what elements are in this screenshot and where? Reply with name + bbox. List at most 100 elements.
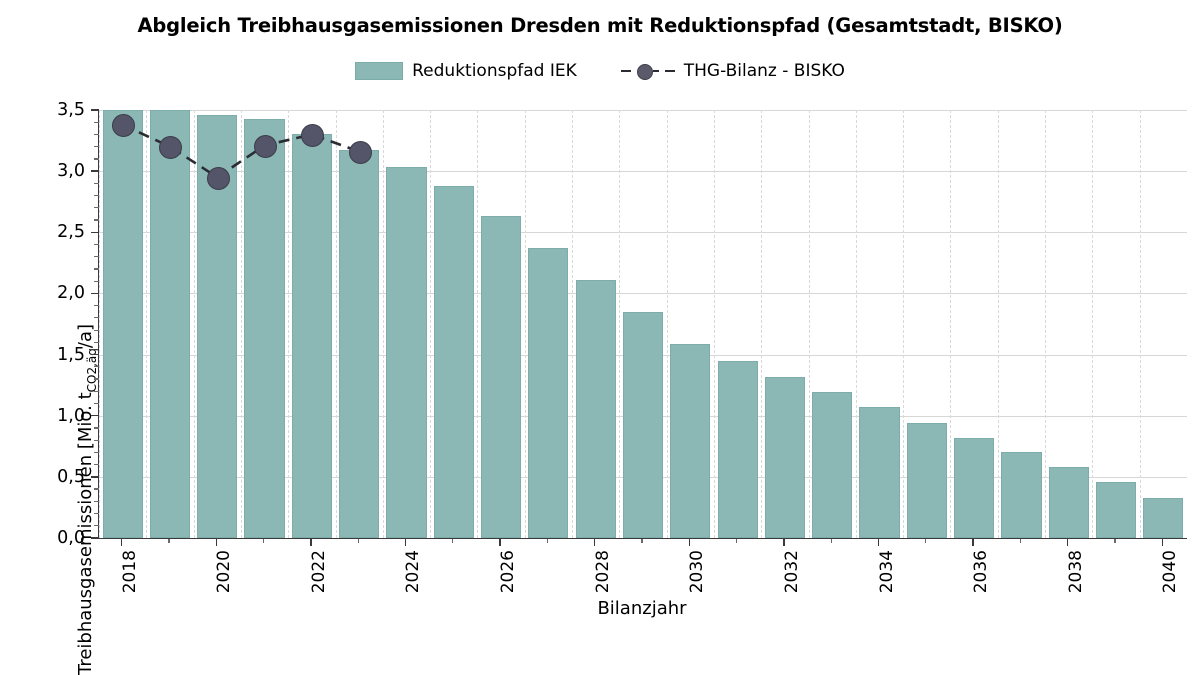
data-point-2018 <box>112 114 136 138</box>
data-point-2020 <box>206 166 230 190</box>
x-tick-minor <box>736 539 738 543</box>
legend-bar-swatch-icon <box>355 62 404 80</box>
x-gridline <box>288 110 290 538</box>
x-tick-minor <box>263 539 265 543</box>
x-tick-label-2036: 2036 <box>971 550 992 594</box>
plot-area: Treibhausgasemissionen [Mio. tCO2,äq/a] … <box>57 100 1187 675</box>
legend-item-reduktionspfad[interactable]: Reduktionspfad IEK <box>355 62 577 80</box>
y-tick-major <box>91 353 99 356</box>
bar-2021 <box>244 118 285 538</box>
y-tick-minor <box>94 268 99 270</box>
data-point-2023 <box>348 141 372 165</box>
y-tick-minor <box>94 195 99 197</box>
y-tick-major <box>91 537 99 539</box>
y-tick-minor <box>94 280 99 282</box>
x-tick-label-2040: 2040 <box>1160 550 1181 594</box>
bar-2035 <box>906 423 947 538</box>
y-tick-major <box>91 415 99 417</box>
x-tick-major <box>499 539 501 546</box>
y-tick-minor <box>94 158 99 160</box>
bar-2037 <box>1001 452 1042 538</box>
y-tick-minor <box>94 512 99 515</box>
bar-2018 <box>102 110 143 538</box>
x-gridline <box>1045 110 1047 538</box>
y-gridline <box>99 110 1187 111</box>
x-gridline <box>240 110 242 538</box>
y-tick-minor <box>94 488 99 490</box>
x-tick-minor <box>641 539 643 543</box>
y-tick-major <box>91 231 99 233</box>
bar-2028 <box>575 279 616 538</box>
y-tick-minor <box>94 427 99 429</box>
y-tick-minor <box>94 341 99 343</box>
bar-2036 <box>954 437 995 538</box>
x-tick-major <box>593 539 596 546</box>
y-gridline <box>99 293 1187 295</box>
bar-2023 <box>339 150 380 538</box>
x-tick-label-2022: 2022 <box>308 550 329 594</box>
x-tick-label-2030: 2030 <box>687 550 708 594</box>
y-axis-label: Treibhausgasemissionen [Mio. tCO2,äq/a] <box>75 324 99 675</box>
y-tick-major <box>91 476 99 478</box>
y-tick-label: 2,5 <box>57 222 85 243</box>
x-tick-major <box>877 539 880 546</box>
x-tick-label-2018: 2018 <box>119 550 140 594</box>
legend-label-reduktionspfad: Reduktionspfad IEK <box>412 60 577 81</box>
x-tick-minor <box>925 539 927 543</box>
y-tick-minor <box>94 146 99 148</box>
data-point-2019 <box>159 136 183 160</box>
bar-2040 <box>1143 497 1184 538</box>
x-tick-minor <box>1114 539 1116 543</box>
y-tick-major <box>91 292 99 295</box>
legend-item-thg-bilanz[interactable]: THG-Bilanz - BISKO <box>620 62 845 80</box>
x-tick-label-2028: 2028 <box>592 550 613 594</box>
x-gridline <box>950 110 952 538</box>
x-gridline <box>572 110 574 538</box>
bar-2024 <box>386 167 427 538</box>
y-tick-minor <box>94 439 99 441</box>
plot-inner <box>99 110 1187 538</box>
x-axis-label: Bilanzjahr <box>597 598 687 619</box>
y-tick-major <box>91 170 99 172</box>
x-tick-major <box>310 539 312 546</box>
x-axis: 2018 2020 2022 2024 2026 2028 2030 2032 2034 2036… <box>98 539 1186 599</box>
bar-2034 <box>859 407 900 538</box>
x-tick-major <box>404 539 407 546</box>
x-gridline <box>666 110 668 538</box>
y-tick-label: 3,0 <box>57 161 85 182</box>
bar-2030 <box>670 343 711 538</box>
x-tick-major <box>688 539 690 546</box>
data-point-2021 <box>254 134 278 158</box>
y-tick-minor <box>94 305 99 307</box>
y-tick-minor <box>94 133 99 136</box>
bar-2026 <box>480 216 522 538</box>
y-gridline <box>99 232 1187 234</box>
x-tick-label-2024: 2024 <box>403 550 424 594</box>
x-tick-minor <box>546 539 548 543</box>
x-tick-major <box>1067 539 1069 546</box>
x-tick-major <box>972 539 974 546</box>
y-tick-minor <box>94 329 99 331</box>
y-tick-minor <box>94 256 99 258</box>
data-point-2022 <box>301 123 325 147</box>
x-gridline <box>713 110 715 538</box>
x-tick-major <box>215 539 217 546</box>
chart-legend: Reduktionspfad IEK THG-Bilanz - BISKO <box>0 62 1200 80</box>
y-tick-label: 1,0 <box>57 405 85 426</box>
x-gridline <box>619 110 621 538</box>
y-tick-minor <box>94 390 99 392</box>
x-gridline <box>997 110 999 538</box>
bar-2025 <box>433 185 474 538</box>
bar-2032 <box>764 376 805 538</box>
x-gridline <box>382 110 384 538</box>
x-gridline <box>1092 110 1094 538</box>
x-gridline <box>808 110 810 538</box>
x-gridline <box>146 110 148 538</box>
bar-2039 <box>1095 481 1137 538</box>
y-tick-label: 0,5 <box>57 466 85 487</box>
x-gridline <box>903 110 905 538</box>
x-tick-label-2034: 2034 <box>876 550 897 594</box>
x-tick-minor <box>452 539 454 543</box>
x-tick-minor <box>357 539 359 543</box>
x-gridline <box>855 110 857 538</box>
